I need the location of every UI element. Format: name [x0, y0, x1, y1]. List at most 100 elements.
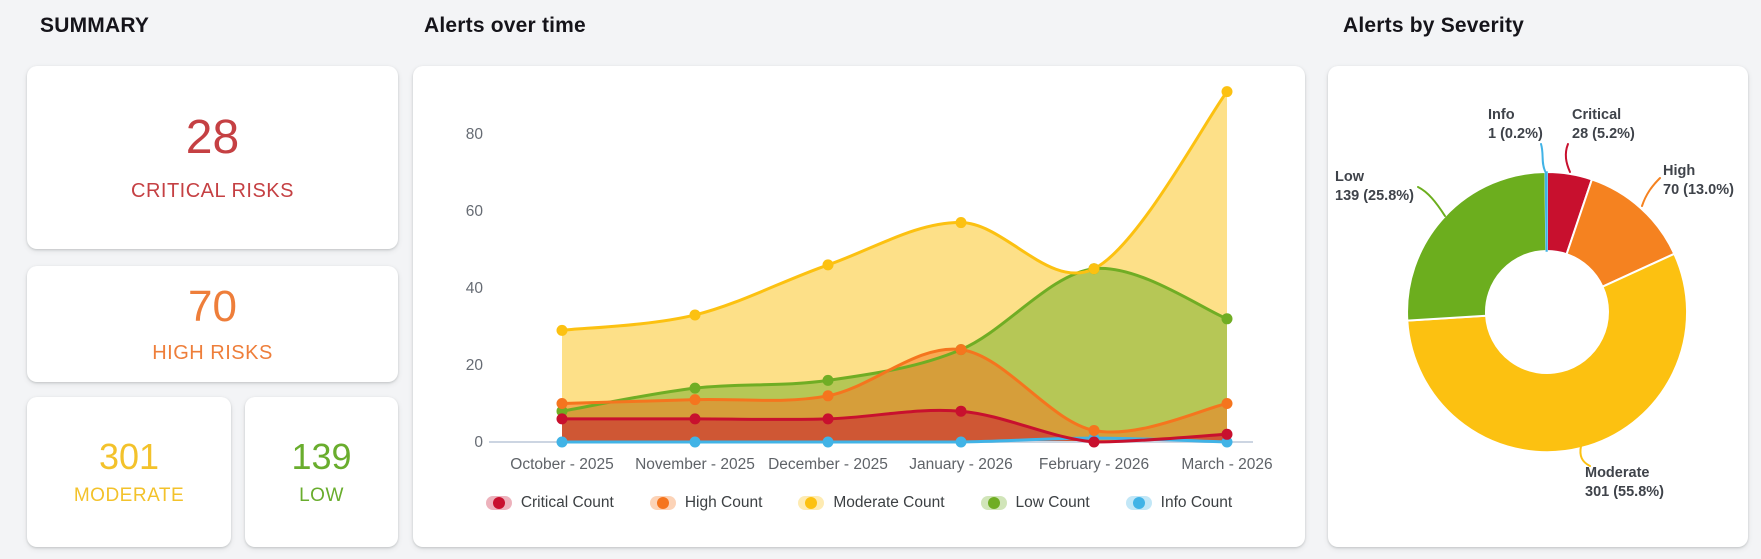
slice-label-name-low: Low: [1335, 169, 1364, 185]
x-tick-october---2025: October - 2025: [510, 456, 613, 473]
leader-line-info: [1540, 143, 1546, 172]
leader-line-moderate: [1579, 445, 1591, 467]
point-low-count-5[interactable]: [1221, 313, 1233, 325]
point-moderate-count-4[interactable]: [1088, 263, 1100, 275]
legend-item-critical-count[interactable]: Critical Count: [485, 494, 614, 512]
line-high-count: [561, 347, 1228, 434]
y-tick-60: 60: [466, 203, 484, 220]
slice-label-moderate: Moderate 301 (55.8%): [1585, 464, 1664, 501]
legend-item-low-count[interactable]: Low Count: [980, 494, 1090, 512]
point-critical-count-2[interactable]: [822, 413, 834, 425]
alerts-over-time-chart: 0 20 40 60 80 October - 2025 November - 2025 De…: [466, 86, 1273, 473]
x-tick-january---2026: January - 2026: [909, 456, 1012, 473]
point-moderate-count-5[interactable]: [1221, 86, 1233, 98]
legend-item-high-count[interactable]: High Count: [649, 494, 763, 512]
critical-risks-count: 28: [185, 110, 240, 164]
alerts-by-severity-heading: Alerts by Severity: [1343, 14, 1525, 37]
slice-label-low: Low 139 (25.8%): [1335, 168, 1414, 205]
summary-heading: SUMMARY: [40, 14, 150, 37]
point-moderate-count-3[interactable]: [955, 217, 967, 229]
point-critical-count-1[interactable]: [689, 413, 701, 425]
legend-marker-critical-count: [485, 496, 512, 510]
legend-dot-low-count: [987, 497, 1000, 509]
summary-card-low[interactable]: 139 LOW: [245, 397, 398, 547]
point-moderate-count-1[interactable]: [689, 309, 701, 321]
slice-label-value-moderate: 301 (55.8%): [1585, 483, 1664, 500]
y-tick-40: 40: [466, 280, 484, 297]
alerts-over-time-card: 0 20 40 60 80 October - 2025 November - 2025 De…: [413, 66, 1305, 547]
slice-label-high: High 70 (13.0%): [1663, 162, 1734, 199]
legend-marker-moderate-count: [798, 496, 825, 510]
point-low-count-2[interactable]: [822, 374, 834, 386]
legend-marker-high-count: [649, 496, 676, 510]
slice-label-name-critical: Critical: [1572, 107, 1622, 123]
x-tick-march---2026: March - 2026: [1181, 456, 1272, 473]
area-critical-count: [562, 410, 1227, 442]
point-high-count-2[interactable]: [822, 390, 834, 402]
legend-dot-critical-count: [492, 497, 505, 509]
high-risks-label: HIGH RISKS: [152, 341, 273, 364]
slice-label-info: Info 1 (0.2%): [1488, 106, 1543, 143]
x-tick-november---2025: November - 2025: [635, 456, 755, 473]
alerts-by-severity-chart: [1406, 143, 1689, 467]
severity-slice-info[interactable]: [1544, 171, 1548, 252]
point-moderate-count-2[interactable]: [822, 259, 834, 271]
legend-item-info-count[interactable]: Info Count: [1125, 494, 1233, 512]
legend-label-low-count: Low Count: [1015, 494, 1090, 511]
severity-slice-low[interactable]: [1406, 170, 1548, 322]
slice-label-value-info: 1 (0.2%): [1488, 125, 1543, 142]
legend-label-critical-count: Critical Count: [520, 494, 614, 511]
point-high-count-3[interactable]: [955, 344, 967, 356]
low-risks-label: LOW: [299, 484, 344, 506]
chart-legend: Critical Count High Count Moderate Count Lo…: [413, 494, 1305, 512]
point-high-count-0[interactable]: [556, 398, 568, 409]
leader-line-critical: [1564, 143, 1571, 173]
alerts-by-severity-card: Critical 28 (5.2%) High 70 (13.0%) Moderate 3…: [1328, 66, 1748, 547]
x-tick-december---2025: December - 2025: [768, 456, 888, 473]
point-info-count-3[interactable]: [955, 436, 967, 448]
point-critical-count-3[interactable]: [955, 405, 967, 417]
slice-label-value-low: 139 (25.8%): [1335, 187, 1414, 204]
severity-slice-moderate[interactable]: [1406, 252, 1689, 454]
slice-label-name-moderate: Moderate: [1585, 465, 1650, 481]
point-info-count-0[interactable]: [556, 436, 568, 448]
legend-dot-high-count: [656, 497, 669, 509]
point-high-count-5[interactable]: [1221, 398, 1233, 409]
point-critical-count-0[interactable]: [556, 413, 568, 425]
high-risks-count: 70: [188, 282, 237, 332]
point-high-count-4[interactable]: [1088, 424, 1100, 436]
summary-card-critical[interactable]: 28 CRITICAL RISKS: [27, 66, 398, 249]
summary-card-high[interactable]: 70 HIGH RISKS: [27, 266, 398, 382]
x-tick-february---2026: February - 2026: [1039, 456, 1149, 473]
legend-label-high-count: High Count: [684, 494, 763, 511]
y-tick-0: 0: [474, 434, 483, 451]
point-moderate-count-0[interactable]: [556, 324, 568, 336]
point-high-count-1[interactable]: [689, 394, 701, 406]
legend-label-moderate-count: Moderate Count: [833, 494, 945, 511]
critical-risks-label: CRITICAL RISKS: [131, 180, 294, 203]
legend-item-moderate-count[interactable]: Moderate Count: [798, 494, 945, 512]
leader-line-low: [1417, 186, 1446, 217]
slice-label-name-info: Info: [1488, 107, 1515, 123]
point-low-count-1[interactable]: [689, 382, 701, 394]
y-tick-80: 80: [466, 126, 484, 143]
point-critical-count-4[interactable]: [1088, 436, 1100, 448]
moderate-risks-label: MODERATE: [73, 484, 185, 506]
alerts-over-time-heading: Alerts over time: [424, 14, 586, 37]
legend-dot-info-count: [1132, 497, 1145, 509]
summary-card-moderate[interactable]: 301 MODERATE: [27, 397, 231, 547]
point-info-count-1[interactable]: [689, 436, 701, 448]
legend-label-info-count: Info Count: [1160, 494, 1233, 511]
point-critical-count-5[interactable]: [1221, 428, 1233, 440]
point-low-count-0[interactable]: [556, 405, 568, 417]
legend-marker-low-count: [980, 496, 1007, 510]
point-info-count-2[interactable]: [822, 436, 834, 448]
legend-marker-info-count: [1125, 496, 1152, 510]
moderate-risks-count: 301: [98, 436, 160, 478]
slice-label-name-high: High: [1663, 163, 1696, 179]
line-low-count: [561, 266, 1228, 413]
slice-label-critical: Critical 28 (5.2%): [1572, 106, 1635, 143]
point-info-count-5[interactable]: [1221, 436, 1233, 448]
low-risks-count: 139: [291, 436, 352, 478]
